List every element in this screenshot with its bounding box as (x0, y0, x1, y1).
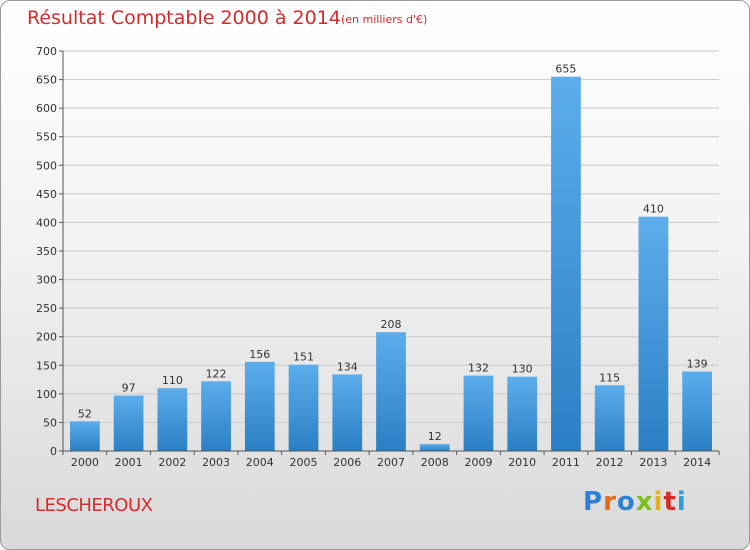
logo-letter: x (635, 487, 654, 517)
x-tick-label: 2002 (158, 456, 186, 469)
y-tick-label: 700 (36, 45, 57, 58)
bar-value-label: 410 (643, 203, 664, 216)
x-tick-label: 2003 (202, 456, 230, 469)
y-tick-label: 500 (36, 159, 57, 172)
y-tick-label: 150 (36, 359, 57, 372)
bar-value-label: 12 (428, 430, 442, 443)
x-tick-label: 2009 (464, 456, 492, 469)
logo-letter: r (603, 487, 617, 517)
bar-value-label: 115 (599, 371, 620, 384)
y-tick-label: 200 (36, 331, 57, 344)
x-tick-label: 2010 (508, 456, 536, 469)
x-tick-label: 2012 (596, 456, 624, 469)
x-tick-label: 2013 (639, 456, 667, 469)
logo-letter: t (663, 487, 677, 517)
y-tick-label: 450 (36, 188, 57, 201)
x-tick-label: 2000 (71, 456, 99, 469)
y-tick-label: 100 (36, 388, 57, 401)
proxiti-logo[interactable]: Proxiti (583, 487, 687, 517)
x-tick-label: 2008 (421, 456, 449, 469)
bar-value-label: 208 (381, 318, 402, 331)
bar-value-label: 97 (122, 382, 136, 395)
x-tick-label: 2005 (290, 456, 318, 469)
bar (157, 388, 188, 451)
bar (70, 421, 100, 451)
x-tick-label: 2011 (552, 456, 580, 469)
chart-title: Résultat Comptable 2000 à 2014 (27, 7, 341, 29)
bar (594, 385, 625, 451)
bar (376, 332, 406, 451)
x-tick-label: 2014 (683, 456, 711, 469)
bar (682, 371, 712, 451)
y-tick-label: 650 (36, 74, 57, 87)
logo-letter: i (676, 487, 687, 517)
bar (244, 361, 275, 451)
bar (551, 76, 581, 452)
bar-value-label: 132 (468, 362, 489, 375)
y-tick-label: 350 (36, 245, 57, 258)
x-tick-label: 2006 (333, 456, 361, 469)
logo-letter: P (583, 487, 604, 517)
bar-value-label: 151 (293, 351, 314, 364)
x-tick-label: 2001 (115, 456, 143, 469)
bar (288, 364, 319, 451)
bar-value-label: 139 (687, 358, 708, 371)
bar-value-label: 134 (337, 360, 358, 373)
bar (638, 216, 669, 451)
bar-value-label: 156 (249, 348, 270, 361)
x-tick-label: 2004 (246, 456, 274, 469)
location-label: LESCHEROUX (35, 495, 153, 516)
bar (332, 374, 363, 451)
y-tick-label: 0 (50, 445, 57, 458)
logo-letter: o (616, 487, 636, 517)
bar (113, 395, 144, 451)
bar-value-label: 130 (512, 363, 533, 376)
bar (507, 376, 538, 451)
y-tick-label: 550 (36, 131, 57, 144)
bar-value-label: 52 (78, 407, 92, 420)
logo-letter: i (653, 487, 664, 517)
y-tick-label: 50 (43, 416, 57, 429)
y-tick-label: 300 (36, 274, 57, 287)
x-tick-label: 2007 (377, 456, 405, 469)
bar (419, 444, 450, 451)
bar (201, 381, 231, 451)
y-tick-label: 250 (36, 302, 57, 315)
y-tick-label: 400 (36, 216, 57, 229)
bars: 52 97 110 122 156 151 134 208 12 132 130 655 115 410 1… (70, 63, 712, 452)
bar-value-label: 655 (555, 63, 576, 76)
y-tick-label: 600 (36, 102, 57, 115)
bar-value-label: 110 (162, 374, 183, 387)
bar-value-label: 122 (206, 367, 227, 380)
chart-subtitle: (en milliers d'€) (341, 13, 428, 26)
axes: 0 50 100 150 200 250 300 350 400 450 500 550 600 650 7… (36, 45, 720, 469)
bar (463, 375, 494, 451)
